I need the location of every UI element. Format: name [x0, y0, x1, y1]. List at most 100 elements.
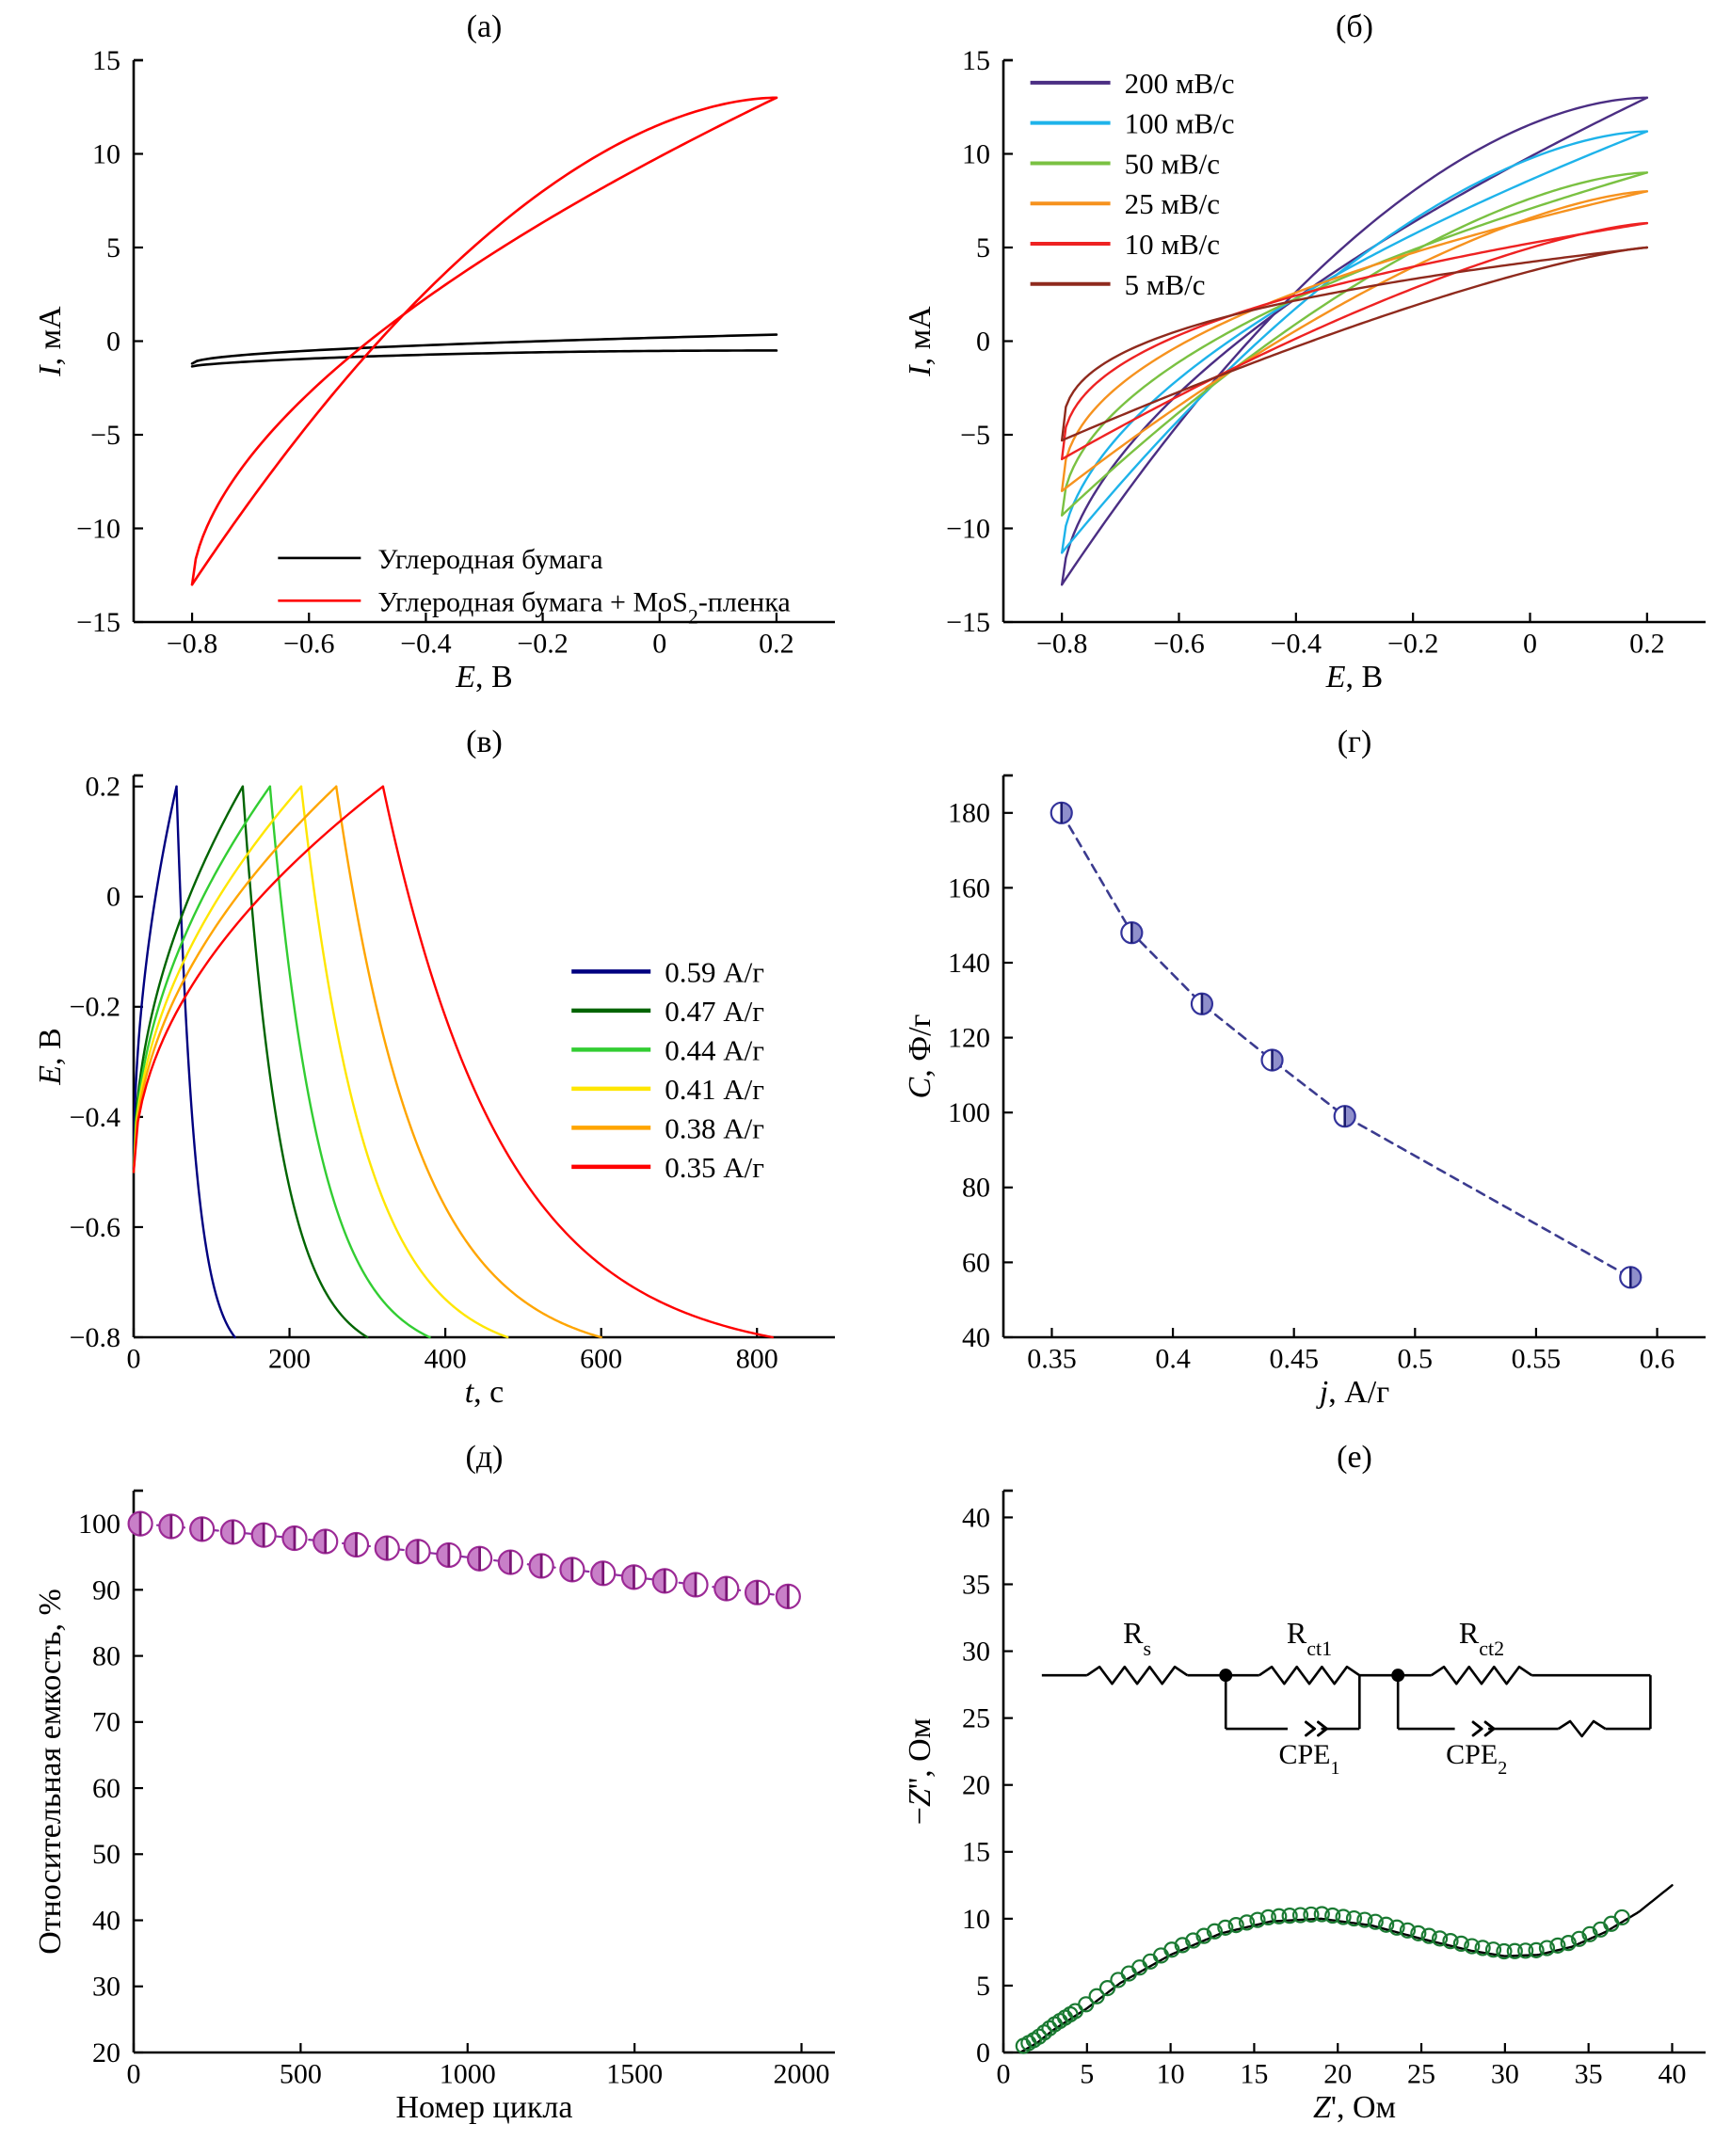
svg-text:0.35: 0.35: [1027, 1343, 1077, 1374]
svg-text:10 мВ/с: 10 мВ/с: [1125, 228, 1220, 261]
svg-text:(е): (е): [1337, 1440, 1372, 1475]
svg-text:I, мА: I, мА: [903, 306, 938, 377]
svg-text:5 мВ/с: 5 мВ/с: [1125, 268, 1206, 301]
svg-text:5: 5: [106, 232, 120, 264]
svg-text:25: 25: [1407, 2058, 1435, 2089]
svg-text:5: 5: [976, 232, 990, 264]
svg-text:80: 80: [962, 1173, 990, 1204]
svg-text:0: 0: [106, 326, 120, 357]
svg-text:(а): (а): [467, 9, 503, 44]
svg-text:−10: −10: [946, 513, 990, 544]
svg-text:5: 5: [976, 1971, 990, 2002]
svg-text:−0.6: −0.6: [1153, 628, 1204, 659]
svg-text:E, В: E, В: [1325, 660, 1383, 695]
svg-text:35: 35: [962, 1569, 990, 1600]
svg-text:10: 10: [962, 1904, 990, 1935]
svg-text:0.44 А/г: 0.44 А/г: [665, 1033, 764, 1066]
svg-text:−0.4: −0.4: [400, 628, 451, 659]
svg-text:−5: −5: [960, 420, 990, 451]
svg-text:−0.2: −0.2: [70, 992, 120, 1023]
svg-text:(г): (г): [1338, 725, 1372, 759]
svg-text:50 мВ/с: 50 мВ/с: [1125, 147, 1220, 180]
svg-text:1500: 1500: [606, 2058, 663, 2089]
svg-text:(б): (б): [1336, 9, 1373, 44]
svg-text:40: 40: [962, 1322, 990, 1353]
svg-text:600: 600: [580, 1343, 622, 1374]
svg-text:400: 400: [425, 1343, 467, 1374]
svg-text:Номер цикла: Номер цикла: [396, 2090, 573, 2125]
svg-text:0: 0: [127, 2058, 141, 2089]
svg-text:100: 100: [78, 1509, 120, 1540]
svg-text:15: 15: [1240, 2058, 1268, 2089]
svg-text:25: 25: [962, 1703, 990, 1734]
svg-text:15: 15: [962, 45, 990, 76]
svg-text:0.47 А/г: 0.47 А/г: [665, 995, 764, 1028]
svg-text:0: 0: [127, 1343, 141, 1374]
svg-text:90: 90: [92, 1574, 120, 1605]
svg-text:Z', Ом: Z', Ом: [1313, 2090, 1396, 2125]
svg-text:60: 60: [962, 1247, 990, 1278]
svg-text:−0.6: −0.6: [283, 628, 334, 659]
svg-text:15: 15: [92, 45, 120, 76]
svg-text:I, мА: I, мА: [33, 306, 68, 377]
svg-text:500: 500: [280, 2058, 322, 2089]
svg-text:20: 20: [92, 2037, 120, 2068]
svg-text:(д): (д): [466, 1440, 504, 1475]
svg-text:100 мВ/с: 100 мВ/с: [1125, 107, 1235, 140]
svg-text:−Z'', Ом: −Z'', Ом: [903, 1718, 938, 1825]
svg-text:40: 40: [1658, 2058, 1686, 2089]
svg-text:−10: −10: [76, 513, 120, 544]
svg-text:180: 180: [948, 798, 990, 829]
svg-text:2000: 2000: [774, 2058, 830, 2089]
svg-text:20: 20: [962, 1770, 990, 1801]
svg-text:25 мВ/с: 25 мВ/с: [1125, 187, 1220, 220]
svg-text:−15: −15: [946, 607, 990, 638]
svg-text:−5: −5: [90, 420, 120, 451]
svg-text:5: 5: [1080, 2058, 1094, 2089]
svg-text:200: 200: [268, 1343, 311, 1374]
svg-text:0.2: 0.2: [1629, 628, 1665, 659]
svg-text:−0.8: −0.8: [70, 1322, 120, 1353]
svg-text:(в): (в): [466, 725, 503, 759]
svg-text:−0.4: −0.4: [1271, 628, 1322, 659]
svg-text:80: 80: [92, 1640, 120, 1671]
svg-text:−0.8: −0.8: [1036, 628, 1087, 659]
svg-text:0: 0: [106, 882, 120, 913]
svg-text:120: 120: [948, 1023, 990, 1054]
svg-text:−0.8: −0.8: [167, 628, 217, 659]
svg-text:Углеродная бумага: Углеродная бумага: [377, 544, 602, 575]
svg-text:10: 10: [1157, 2058, 1185, 2089]
svg-text:0: 0: [997, 2058, 1011, 2089]
svg-text:0.6: 0.6: [1640, 1343, 1675, 1374]
svg-text:10: 10: [962, 138, 990, 169]
svg-text:−0.6: −0.6: [70, 1212, 120, 1243]
svg-text:20: 20: [1323, 2058, 1352, 2089]
svg-text:800: 800: [736, 1343, 778, 1374]
svg-text:70: 70: [92, 1707, 120, 1738]
svg-text:0.2: 0.2: [86, 772, 121, 803]
svg-text:0.35 А/г: 0.35 А/г: [665, 1151, 764, 1184]
svg-text:15: 15: [962, 1837, 990, 1868]
svg-text:0: 0: [652, 628, 666, 659]
svg-text:0.4: 0.4: [1155, 1343, 1191, 1374]
svg-text:0.2: 0.2: [759, 628, 794, 659]
svg-text:0.59 А/г: 0.59 А/г: [665, 955, 764, 988]
svg-text:0: 0: [976, 326, 990, 357]
svg-text:−0.2: −0.2: [517, 628, 568, 659]
svg-text:0.55: 0.55: [1512, 1343, 1562, 1374]
svg-text:0: 0: [976, 2037, 990, 2068]
svg-text:−15: −15: [76, 607, 120, 638]
svg-text:−0.4: −0.4: [70, 1102, 120, 1133]
svg-text:160: 160: [948, 872, 990, 903]
svg-text:E, В: E, В: [33, 1028, 68, 1085]
svg-text:40: 40: [92, 1905, 120, 1936]
svg-text:200 мВ/с: 200 мВ/с: [1125, 67, 1235, 100]
svg-text:0.38 А/г: 0.38 А/г: [665, 1111, 764, 1144]
svg-text:40: 40: [962, 1502, 990, 1533]
svg-text:0: 0: [1523, 628, 1537, 659]
svg-text:Относительная емкость, %: Относительная емкость, %: [33, 1589, 68, 1955]
svg-text:j, А/г: j, А/г: [1316, 1375, 1389, 1410]
svg-text:100: 100: [948, 1097, 990, 1128]
svg-text:E, В: E, В: [455, 660, 512, 695]
svg-text:t, с: t, с: [465, 1375, 505, 1410]
